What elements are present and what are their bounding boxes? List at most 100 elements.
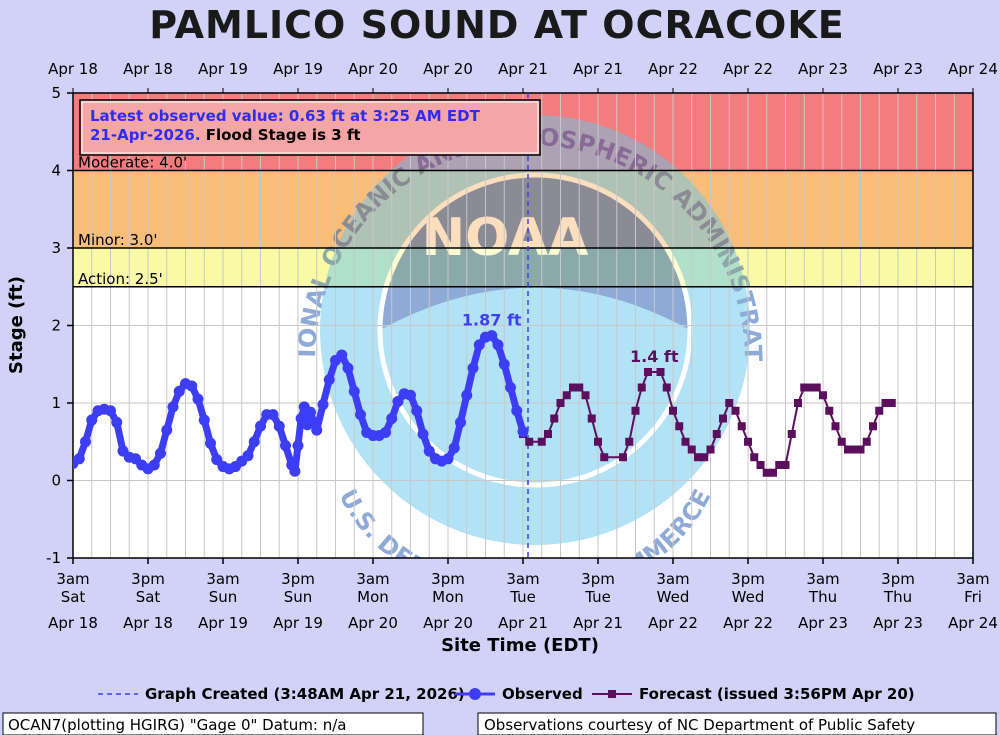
observed-point-47 [342, 362, 354, 374]
forecast-point-40 [794, 399, 802, 407]
forecast-point-44 [819, 391, 827, 400]
bottom-tick-day-8: Wed [657, 588, 690, 606]
y-tick-label-6: 5 [51, 84, 61, 102]
observed-point-33 [273, 420, 285, 432]
top-tick-label-3: Apr 19 [273, 60, 323, 78]
bottom-tick-time-0: 3am [56, 570, 89, 588]
band-label-0: Moderate: 4.0' [78, 154, 187, 172]
forecast-point-39 [787, 430, 796, 438]
bottom-tick-time-3: 3pm [281, 570, 315, 588]
bottom-tick-time-1: 3pm [131, 570, 165, 588]
forecast-series [519, 368, 896, 477]
bottom-tick-day-12: Fri [964, 588, 982, 606]
observed-point-13 [148, 459, 160, 471]
legend-observed-marker [469, 688, 481, 700]
observed-point-59 [417, 428, 429, 440]
bottom-tick-day-0: Sat [61, 588, 86, 606]
bottom-tick-date-6: Apr 21 [498, 614, 548, 632]
y-axis: -1 0 1 2 3 4 5 [46, 84, 73, 567]
top-tick-label-11: Apr 23 [873, 60, 923, 78]
legend-forecast-marker [608, 690, 616, 698]
observed-point-49 [355, 409, 366, 421]
bottom-tick-day-3: Sun [284, 588, 313, 606]
y-axis-title: Stage (ft) [6, 276, 27, 374]
observed-point-40 [301, 419, 313, 431]
observed-point-30 [255, 420, 266, 432]
observed-point-67 [467, 362, 479, 374]
observed-point-6 [105, 405, 116, 417]
observed-point-7 [111, 416, 123, 428]
observed-point-29 [248, 436, 260, 448]
bottom-tick-time-4: 3am [356, 570, 389, 588]
band-labels: Moderate: 4.0' Minor: 3.0' Action: 2.5' [78, 154, 187, 288]
forecast-point-36 [769, 468, 777, 477]
forecast-point-50 [856, 445, 865, 454]
bottom-tick-date-10: Apr 23 [798, 614, 848, 632]
bottom-tick-day-2: Sun [209, 588, 238, 606]
observed-point-15 [161, 424, 173, 436]
observed-point-2 [80, 436, 91, 448]
forecast-point-33 [750, 453, 759, 462]
forecast-point-6 [562, 391, 571, 400]
footer: OCAN7(plotting HGIRG) "Gage 0" Datum: n/… [2, 712, 997, 735]
forecast-point-46 [831, 422, 840, 431]
forecast-point-47 [837, 437, 846, 446]
observed-point-34 [280, 440, 291, 452]
footer-left-box [2, 712, 424, 735]
forecast-point-42 [806, 383, 815, 392]
bottom-tick-date-1: Apr 18 [123, 614, 173, 632]
bottom-tick-date-0: Apr 18 [48, 614, 98, 632]
forecast-point-54 [881, 399, 890, 407]
latest-value-line2: 21-Apr-2026. Flood Stage is 3 ft [90, 126, 361, 144]
latest-value-line1: Latest observed value: 0.63 ft at 3:25 A… [90, 107, 481, 125]
observed-point-72 [498, 358, 510, 370]
forecast-point-19 [662, 383, 671, 392]
footer-left-text: OCAN7(plotting HGIRG) "Gage 0" Datum: n/… [8, 716, 347, 734]
forecast-point-8 [575, 383, 584, 392]
forecast-point-55 [887, 399, 896, 407]
band-label-1: Minor: 3.0' [78, 231, 158, 249]
bottom-tick-day-10: Thu [808, 588, 837, 606]
y-tick-label-3: 2 [51, 317, 61, 335]
observed-point-68 [473, 339, 485, 351]
forecast-point-26 [706, 445, 715, 454]
forecast-point-25 [700, 453, 709, 462]
observed-point-74 [511, 405, 523, 417]
bottom-tick-date-11: Apr 23 [873, 614, 923, 632]
forecast-point-18 [656, 368, 665, 376]
observed-point-65 [455, 416, 466, 428]
observed-point-28 [242, 450, 254, 462]
bottom-tick-time-6: 3am [506, 570, 539, 588]
forecast-point-21 [675, 422, 684, 431]
bottom-tick-date-3: Apr 19 [273, 614, 323, 632]
legend-created-label: Graph Created (3:48AM Apr 21, 2026) [145, 685, 465, 703]
footer-right-text: Observations courtesy of NC Department o… [484, 716, 915, 734]
y-tick-label-2: 1 [51, 394, 61, 412]
bottom-tick-time-5: 3pm [431, 570, 465, 588]
top-tick-label-9: Apr 22 [723, 60, 773, 78]
bottom-tick-day-9: Wed [732, 588, 765, 606]
top-tick-label-1: Apr 18 [123, 60, 173, 78]
forecast-point-43 [812, 383, 821, 392]
observed-point-63 [442, 453, 454, 465]
observed-point-53 [380, 426, 391, 438]
forecast-peak-label: 1.4 ft [630, 347, 679, 366]
observed-point-43 [317, 399, 329, 411]
y-tick-label-5: 4 [51, 162, 61, 180]
forecast-point-52 [869, 422, 877, 431]
observed-point-58 [411, 405, 423, 417]
forecast-point-23 [687, 445, 696, 454]
bottom-tick-date-12: Apr 24 [948, 614, 998, 632]
observed-peak-label: 1.87 ft [462, 311, 522, 330]
top-tick-label-6: Apr 21 [498, 60, 548, 78]
legend-forecast-label: Forecast (issued 3:56PM Apr 20) [639, 685, 915, 703]
legend-observed-label: Observed [502, 685, 583, 703]
forecast-point-53 [875, 406, 884, 415]
forecast-point-13 [619, 453, 627, 462]
forecast-point-34 [756, 461, 765, 469]
forecast-point-9 [581, 391, 590, 400]
observed-point-3 [86, 414, 98, 426]
forecast-point-28 [719, 414, 727, 423]
